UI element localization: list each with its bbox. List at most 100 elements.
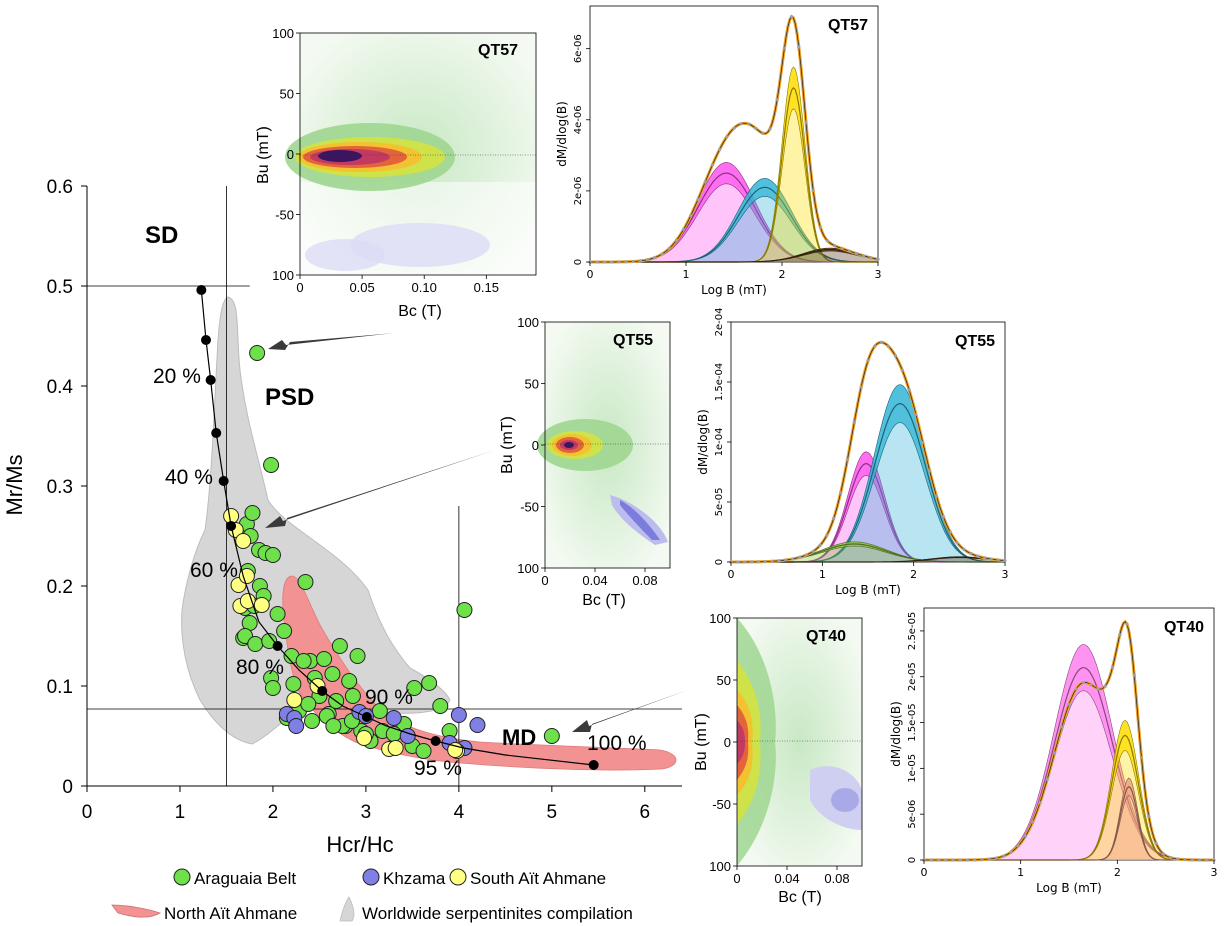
unmix-qt57-data-point [746, 122, 751, 126]
day-xtick: 1 [175, 802, 186, 823]
unmix-qt55-ytick: 5e-05 [714, 488, 725, 517]
unmix-qt40-data-point [1067, 702, 1071, 706]
day-point-araguaia [341, 673, 358, 689]
unmix-qt40-xtick: 1 [1017, 866, 1024, 879]
unmix-qt55-data-point [832, 516, 836, 520]
unmix-qt57-data-point [610, 260, 614, 264]
legend: Araguaia Belt Khzama South Aït Ahmane No… [111, 868, 633, 923]
unmix-qt57-data-point [710, 163, 715, 167]
unmix-qt40-data-point [944, 858, 948, 862]
unmix-qt57-data-point [696, 197, 700, 202]
mix-label-100: 100 % [587, 732, 647, 755]
day-ytick: 0.6 [47, 177, 73, 198]
unmix-qt40-xlabel: Log B (mT) [1036, 881, 1102, 895]
unmix-qt40-data-point [987, 857, 991, 861]
unmix-qt55-data-point [839, 491, 843, 495]
forc-qt55-ticks-ytick: 100 [517, 561, 539, 576]
unmix-qt57-data-point [624, 260, 628, 264]
arrow-to-qt57 [268, 333, 395, 350]
mixing-point [272, 641, 283, 651]
unmix-qt55-data-point [962, 547, 966, 551]
mixing-point [211, 428, 222, 438]
forc-qt40-title: QT40 [806, 628, 846, 645]
unmix-qt40-data-point [1002, 854, 1006, 858]
unmix-qt55-data-point [893, 354, 898, 358]
unmix-qt55: 0 1 2 3 0 5e-05 1e-04 1.5e-04 2e-04 QT55 Log B (mT… [696, 308, 1009, 597]
unmix-qt57-data-point [732, 126, 736, 130]
unmix-qt57-data-point [674, 238, 679, 242]
unmix-qt57-data-point [761, 131, 765, 135]
day-point-araguaia [269, 606, 286, 622]
unmix-qt57-data-point [653, 256, 657, 260]
day-point-araguaia [432, 698, 449, 714]
unmix-qt40-ytick: 2e-05 [907, 662, 918, 691]
unmix-qt55-data-point [743, 560, 747, 564]
day-point-araguaia [295, 653, 312, 669]
unmix-qt40-data-point [1074, 687, 1078, 691]
unmix-qt57-data-point [682, 227, 686, 231]
unmix-qt55-data-point [811, 549, 815, 553]
unmix-qt55-data-point [859, 385, 863, 389]
unmix-qt55-data-point [880, 340, 884, 344]
unmix-qt55-ytick: 1.5e-04 [714, 363, 725, 401]
unmix-qt55-ytick: 2e-04 [714, 308, 725, 337]
unmix-qt55-xtick: 1 [819, 568, 826, 581]
unmix-qt40-data-point [965, 858, 970, 862]
unmix-qt40-data-point [1183, 858, 1187, 862]
day-point-south [238, 568, 255, 584]
mixing-point [430, 736, 441, 746]
unmix-qt40-title: QT40 [1164, 619, 1204, 636]
unmix-qt40-data-point [1060, 725, 1064, 729]
unmix-qt57-xtick: 1 [683, 268, 690, 281]
unmix-qt55-data-point [914, 412, 918, 417]
unmix-qt57-component-area [590, 108, 878, 262]
mixing-point [196, 285, 207, 295]
day-ylabel: Mr/Ms [2, 454, 27, 515]
unmix-qt57-data-point [840, 246, 844, 251]
mix-label-40: 40 % [165, 466, 213, 489]
day-point-araguaia [344, 688, 361, 704]
unmix-qt55-title: QT55 [955, 333, 995, 350]
unmix-qt57-xlabel: Log B (mT) [701, 283, 767, 297]
unmix-qt55-xlabel: Log B (mT) [835, 583, 901, 597]
unmix-qt57-data-point [667, 246, 671, 251]
unmix-qt40-data-point [1103, 684, 1107, 688]
unmix-qt55-data-point [736, 560, 740, 564]
legend-label-south: South Aït Ahmane [470, 869, 606, 888]
unmix-qt57-data-point [847, 249, 851, 253]
unmix-qt40-data-point [980, 858, 984, 862]
unmix-qt40-data-point [1038, 801, 1042, 805]
unmix-qt57-ytick: 0 [573, 259, 584, 265]
day-point-south [356, 730, 373, 746]
unmix-qt40-data-point [1045, 777, 1049, 781]
unmix-qt40-data-point [1197, 858, 1202, 862]
forc-qt40-ticks-ytick: 50 [717, 673, 731, 688]
day-point-araguaia [264, 680, 281, 696]
unmix-qt55-ytick: 0 [714, 559, 725, 565]
day-point-araguaia [297, 574, 314, 590]
day-point-araguaia [316, 651, 333, 667]
unmix-qt55-data-point [976, 554, 980, 558]
unmix-qt55-ylabel: dM/dlog(B) [696, 409, 710, 475]
forc-qt57-xlabel: Bc (T) [398, 303, 442, 320]
unmix-qt57-data-point [854, 251, 859, 256]
unmix-qt57-component-area [590, 251, 878, 262]
unmix-qt40-data-point [1132, 673, 1136, 677]
forc-qt57: QT57 0 0.05 0.10 0.15 100 50 0 -50 100 Bc (T) Bu… [255, 26, 537, 320]
day-plot: 0 1 2 3 4 5 6 0 0.1 0.2 0.3 0.4 0.5 0.6 SD PSD MD 20 … [2, 177, 682, 857]
unmix-qt57-data-point [660, 252, 664, 256]
day-point-khzama [450, 707, 467, 723]
unmix-qt40-data-point [1031, 820, 1035, 824]
unmix-qt55-data-point [928, 469, 932, 473]
unmix-qt40-data-point [1089, 682, 1093, 687]
unmix-qt55-data-point [804, 553, 808, 557]
unmix-qt40-data-point [1016, 844, 1020, 848]
unmix-qt57-data-point [595, 260, 599, 264]
unmix-qt57: 0 1 2 3 0 2e-06 4e-06 6e-06 QT57 Log B (mT) dM/dlo… [555, 5, 882, 297]
day-point-araguaia [303, 713, 320, 729]
unmix-qt55-data-point [756, 560, 761, 564]
unmix-qt40-data-point [929, 858, 933, 862]
unmix-qt55-data-point [797, 555, 802, 559]
unmix-qt57-title: QT57 [828, 17, 868, 34]
